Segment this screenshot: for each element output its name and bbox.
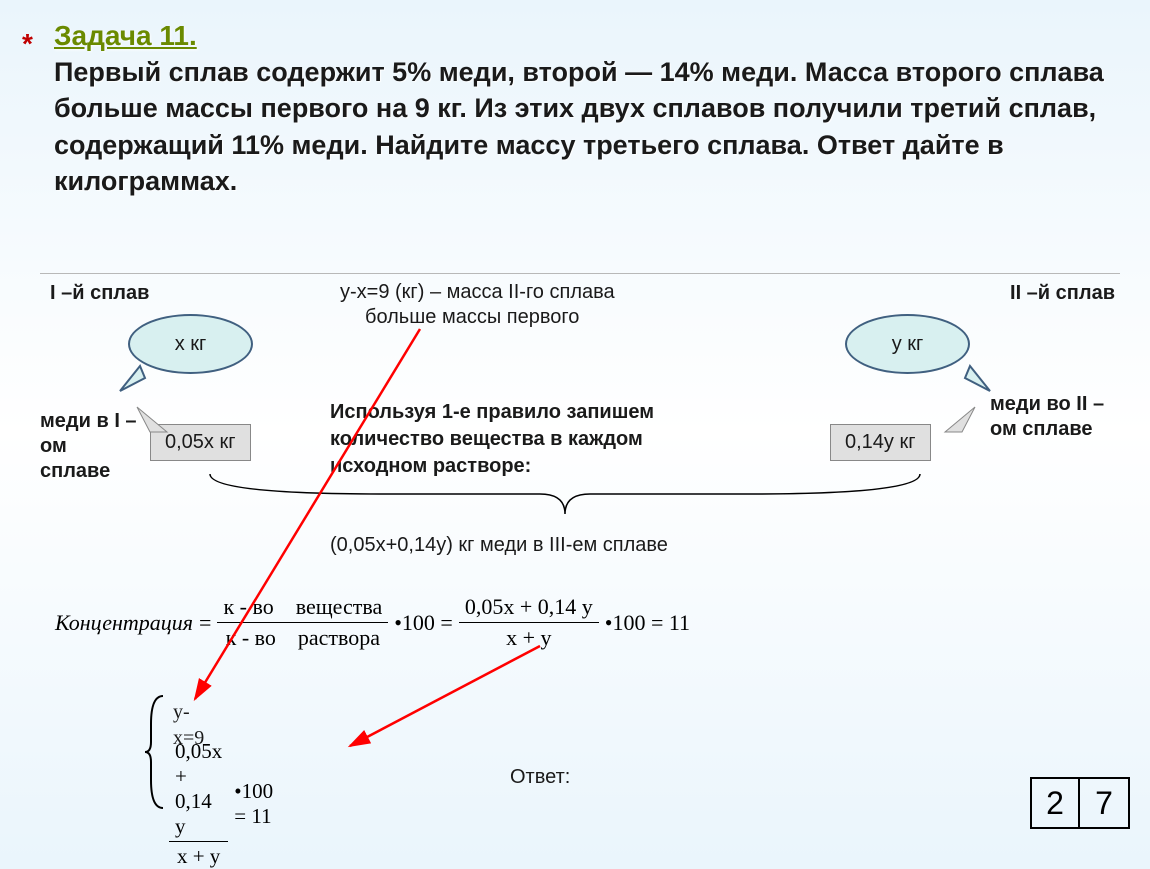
heading-block: Задача 11. Первый сплав содержит 5% меди… xyxy=(54,20,1104,200)
answer-box: 2 7 xyxy=(1030,777,1130,829)
sys-den: x + y xyxy=(171,842,226,869)
arrow-1 xyxy=(195,329,420,699)
problem-text: Первый сплав содержит 5% меди, второй — … xyxy=(54,54,1104,200)
asterisk-symbol: * xyxy=(22,28,33,60)
solution-diagram: I –й сплав х кг меди в I –ом сплаве 0,05… xyxy=(40,273,1120,803)
answer-digit-2: 7 xyxy=(1080,779,1128,827)
task-title: Задача 11. xyxy=(54,20,1104,52)
arrows-layer xyxy=(40,274,1120,804)
answer-label: Ответ: xyxy=(510,764,570,790)
answer-digit-1: 2 xyxy=(1032,779,1080,827)
arrow-2 xyxy=(350,646,540,746)
